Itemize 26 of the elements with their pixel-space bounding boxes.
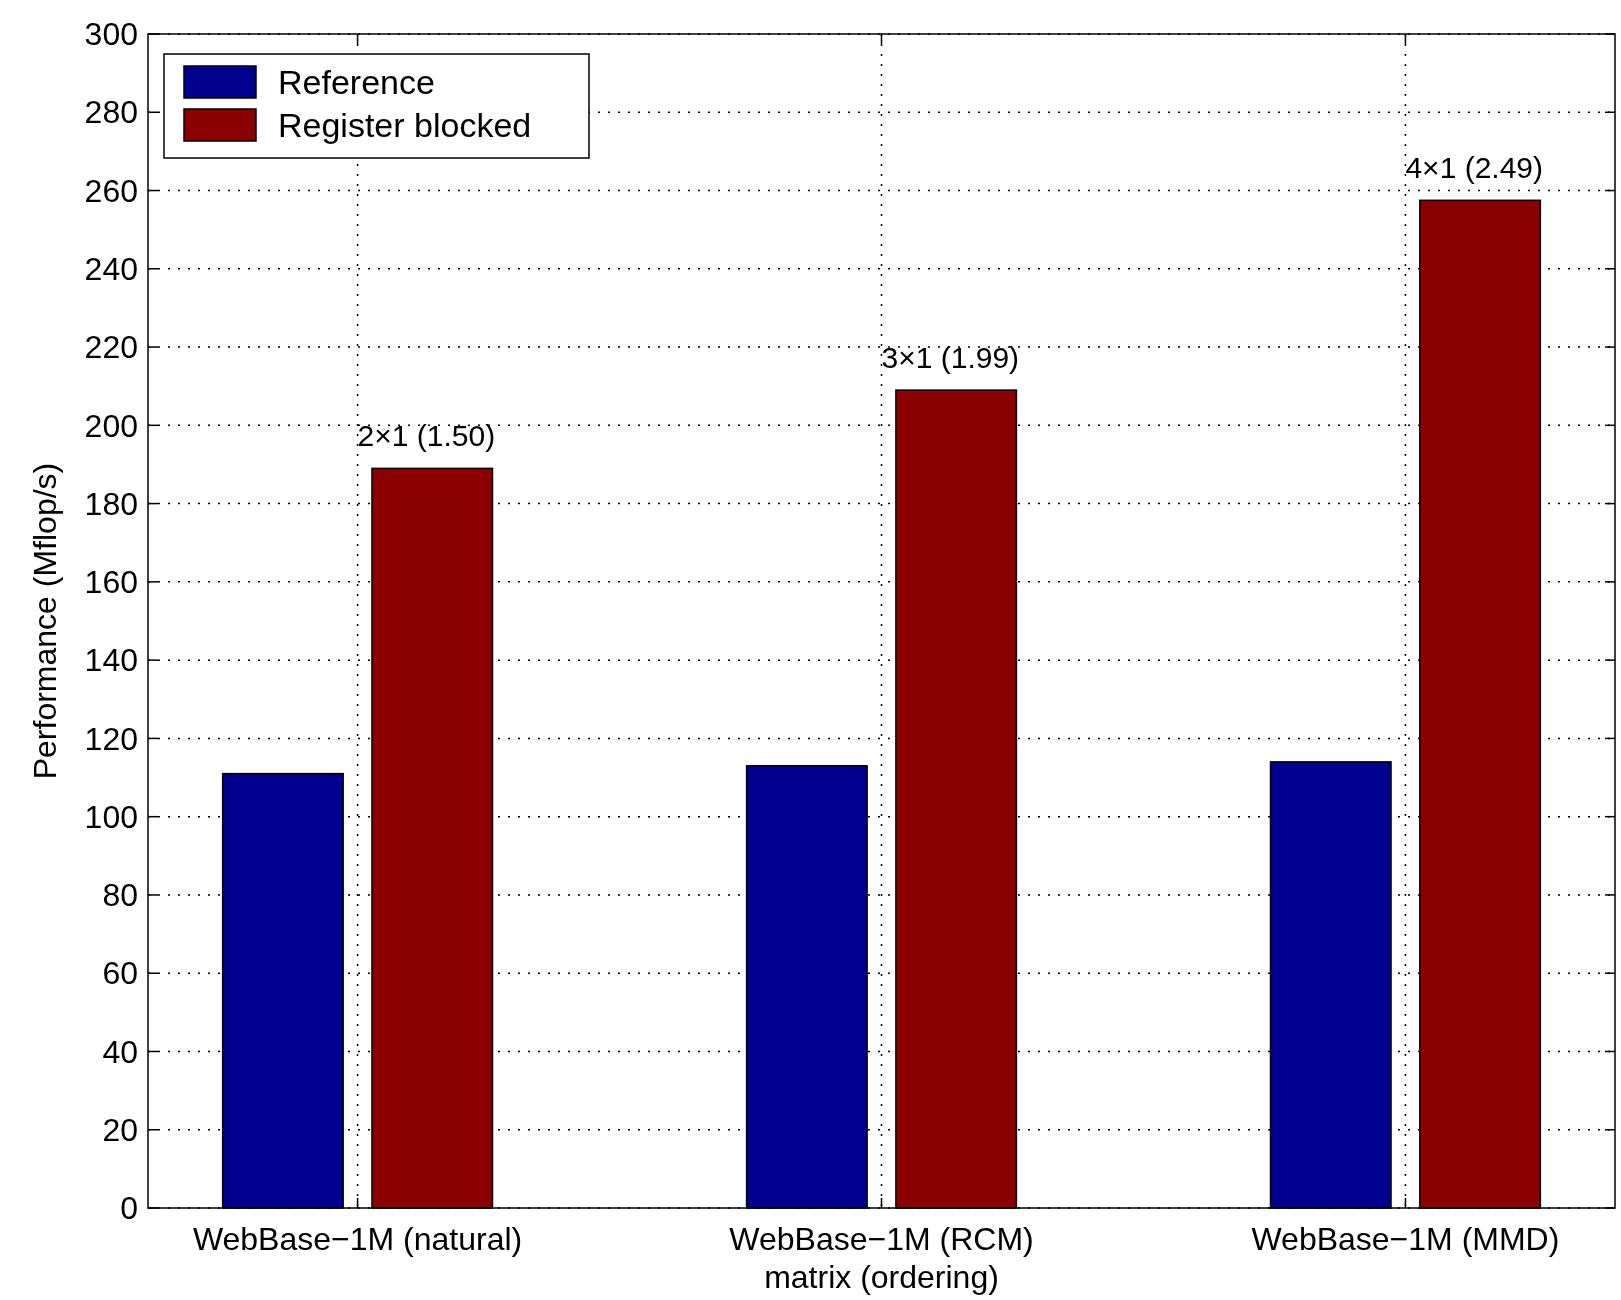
y-tick-label: 40 bbox=[102, 1033, 138, 1070]
x-axis-title: matrix (ordering) bbox=[764, 1259, 999, 1295]
y-tick-label: 200 bbox=[84, 407, 138, 444]
legend-label: Register blocked bbox=[278, 106, 532, 144]
legend-label: Reference bbox=[278, 63, 435, 101]
y-tick-label: 260 bbox=[84, 172, 138, 209]
x-tick-label: WebBase−1M (RCM) bbox=[729, 1221, 1034, 1257]
annotation: 2×1 (1.50) bbox=[357, 419, 496, 453]
x-tick-label: WebBase−1M (natural) bbox=[192, 1221, 523, 1257]
y-tick-label: 140 bbox=[84, 642, 138, 679]
y-tick-label: 80 bbox=[102, 877, 138, 914]
y-tick-label: 60 bbox=[102, 955, 138, 992]
annotation: 3×1 (1.99) bbox=[881, 341, 1020, 375]
y-tick-label: 100 bbox=[84, 798, 138, 835]
annotation: 4×1 (2.49) bbox=[1405, 151, 1544, 185]
y-tick-label: 180 bbox=[84, 485, 138, 522]
y-tick-label: 160 bbox=[84, 564, 138, 601]
x-tick-label: WebBase−1M (MMD) bbox=[1251, 1221, 1560, 1257]
y-tick-label: 240 bbox=[84, 251, 138, 287]
y-tick-label: 280 bbox=[84, 94, 138, 131]
y-tick-label: 220 bbox=[84, 329, 138, 366]
y-axis-title: Performance (Mflop/s) bbox=[27, 462, 63, 780]
y-tick-label: 300 bbox=[84, 16, 138, 53]
y-tick-label: 0 bbox=[120, 1190, 138, 1227]
y-tick-label: 120 bbox=[84, 720, 138, 757]
y-tick-label: 20 bbox=[102, 1111, 138, 1148]
